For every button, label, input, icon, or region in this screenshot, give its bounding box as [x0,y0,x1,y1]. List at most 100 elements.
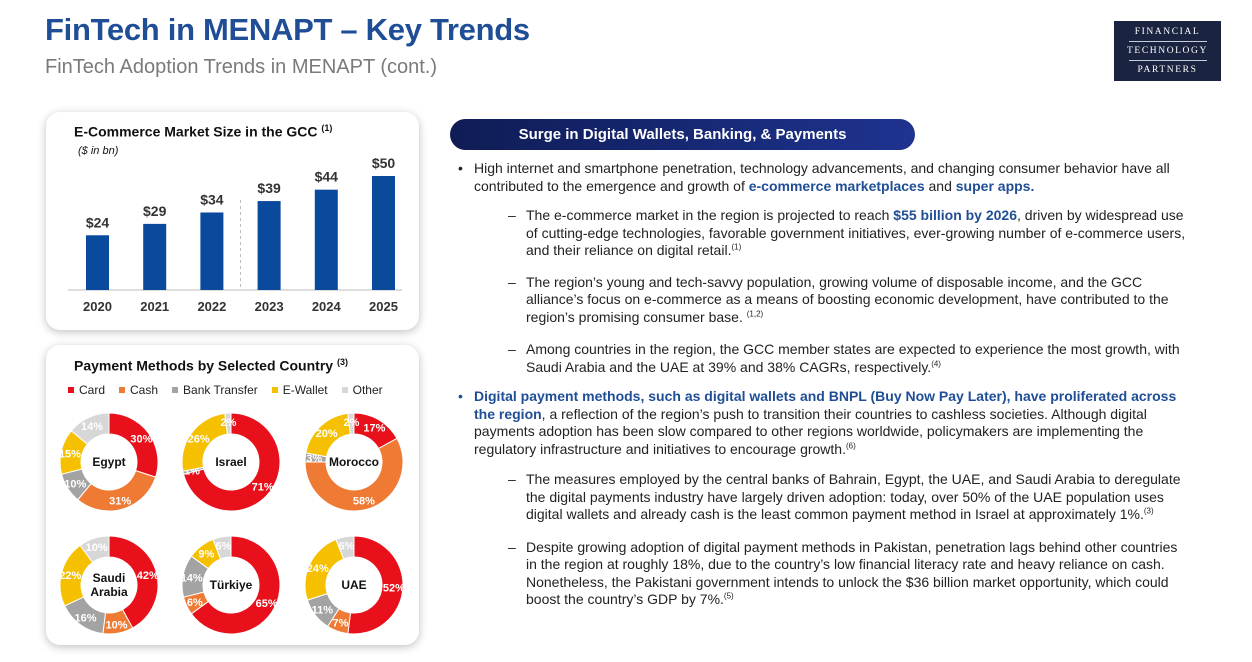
ecommerce-chart-title: E-Commerce Market Size in the GCC (1) [74,123,332,140]
ecommerce-chart-title-text: E-Commerce Market Size in the GCC [74,123,318,140]
legend-item: Other [341,383,383,397]
bullet-1-text: High internet and smartphone penetration… [474,160,1170,194]
donut-country-label: Türkiye [210,578,253,592]
payment-methods-card: Payment Methods by Selected Country (3) … [46,345,419,645]
sub-bullet-3-text: Among countries in the region, the GCC m… [526,341,1180,375]
donut-uae: 52% 7%11% 24% 6% UAE [304,535,405,635]
logo-line-1: FINANCIAL [1134,27,1201,37]
bullet-1: High internet and smartphone penetration… [458,160,1198,195]
legend-label: Bank Transfer [183,383,258,397]
x-tick-label: 2021 [140,299,169,314]
donut-slice-label: 2% [344,417,360,429]
donut-türkiye: 65%6%14%9%6%Türkiye [181,535,281,635]
bar-2023 [257,201,281,290]
sub-bullet-4: The measures employed by the central ban… [458,471,1198,524]
donut-slice-label: 16% [74,612,96,624]
donut-slice-label: 71% [252,482,274,494]
bullet-1-highlight-2: super apps. [955,177,1035,194]
sub-bullet-4-footnote: (3) [1143,506,1154,516]
logo-line-3: PARTNERS [1137,65,1198,75]
donut-slice-label: 3% [306,453,322,465]
payment-chart-title: Payment Methods by Selected Country (3) [74,357,348,374]
donut-slice-label: 65% [256,598,278,610]
page-subtitle: FinTech Adoption Trends in MENAPT (cont.… [45,56,438,78]
legend-item: Cash [119,383,158,397]
donut-slice-label: 26% [188,433,210,445]
page-title: FinTech in MENAPT – Key Trends [45,12,530,47]
trends-text: High internet and smartphone penetration… [458,160,1198,609]
donut-country-label: Arabia [90,585,128,599]
donut-slice-card [108,535,159,629]
donut-slice-label: 10% [64,478,86,490]
bar-value-label: $24 [86,214,110,230]
donut-slice-label: 11% [312,605,334,617]
donut-slice-other [70,412,110,445]
legend-swatch [341,387,348,393]
donut-slice-label: 6% [339,541,355,553]
bar-2025 [372,176,395,290]
donut-slice-label: 10% [86,542,108,554]
donut-slice-cash [304,437,404,512]
bar-2021 [143,223,167,290]
bullet-2: Digital payment methods, such as digital… [458,388,1198,458]
x-tick-label: 2023 [255,299,284,314]
donut-slice-other [335,535,355,560]
legend-label: Cash [130,383,159,397]
donut-slice-label: 2% [221,417,237,429]
legend-swatch [119,387,126,393]
ecommerce-chart-card: E-Commerce Market Size in the GCC (1) ($… [46,112,419,330]
logo-line-2: TECHNOLOGY [1127,46,1208,56]
legend-label: Card [79,383,106,397]
payment-chart-title-text: Payment Methods by Selected Country [74,357,334,374]
legend-item: Bank Transfer [172,383,258,397]
legend-label: E-Wallet [282,383,328,397]
bar-value-label: $39 [257,180,281,196]
sub-bullet-1-highlight: $55 billion by 2026 [893,207,1018,223]
donut-slice-label: 9% [199,548,215,560]
bar-2022 [200,212,224,290]
sub-bullet-3-footnote: (4) [931,358,941,368]
donut-slice-other [347,412,355,435]
donut-slice-label: 15% [59,448,81,460]
sub-bullet-5-text: Despite growing adoption of digital paym… [526,538,1178,608]
company-logo: FINANCIAL TECHNOLOGY PARTNERS [1114,21,1221,81]
bar-value-label: $44 [315,169,339,185]
donut-slice-card [182,412,281,512]
bar-2024 [314,189,338,290]
sub-bullet-5-footnote: (5) [723,591,734,601]
legend-item: Card [68,383,105,397]
donut-slice-other [79,535,110,564]
x-tick-label: 2024 [312,299,342,314]
legend-swatch [68,387,74,393]
sub-bullet-5: Despite growing adoption of digital paym… [458,539,1198,609]
donut-slice-label: 22% [59,570,81,582]
donut-slice-other [224,412,232,435]
donut-slice-label: 14% [181,573,203,585]
payment-chart-title-note: (3) [336,357,348,367]
donut-slice-label: 10% [105,619,127,631]
donut-country-label: Egypt [92,455,125,469]
sub-bullet-1: The e-commerce market in the region is p… [458,207,1198,260]
donut-slice-card [190,535,281,635]
ecommerce-chart-title-note: (1) [321,123,333,133]
donut-slice-label: 24% [307,563,329,575]
legend-label: Other [352,383,383,397]
bar-value-label: $29 [143,203,167,219]
donut-israel: 71%1%26%2%Israel [181,412,281,512]
sub-bullet-1-text: The e-commerce market in the region is p… [526,207,894,223]
x-tick-label: 2022 [197,299,226,314]
payment-legend: Card Cash Bank Transfer E-Wallet Other [68,383,397,397]
bullet-1-text-2: and [924,177,956,194]
ecommerce-chart-unit: ($ in bn) [78,145,119,157]
x-tick-label: 2025 [369,299,398,314]
bullet-2-footnote: (6) [845,440,856,450]
bar-2020 [86,235,109,290]
donut-country-label: UAE [341,578,366,592]
donut-slice-card [347,535,404,635]
payment-donut-charts: 30%31%10%15%14%Egypt71%1%26%2%Israel17%5… [59,412,405,635]
donut-morocco: 17% 58% 3% 20% 2% Morocco [304,412,404,512]
legend-item: E-Wallet [271,383,328,397]
section-pill: Surge in Digital Wallets, Banking, & Pay… [450,119,915,150]
donut-slice-label: 52% [383,583,405,595]
